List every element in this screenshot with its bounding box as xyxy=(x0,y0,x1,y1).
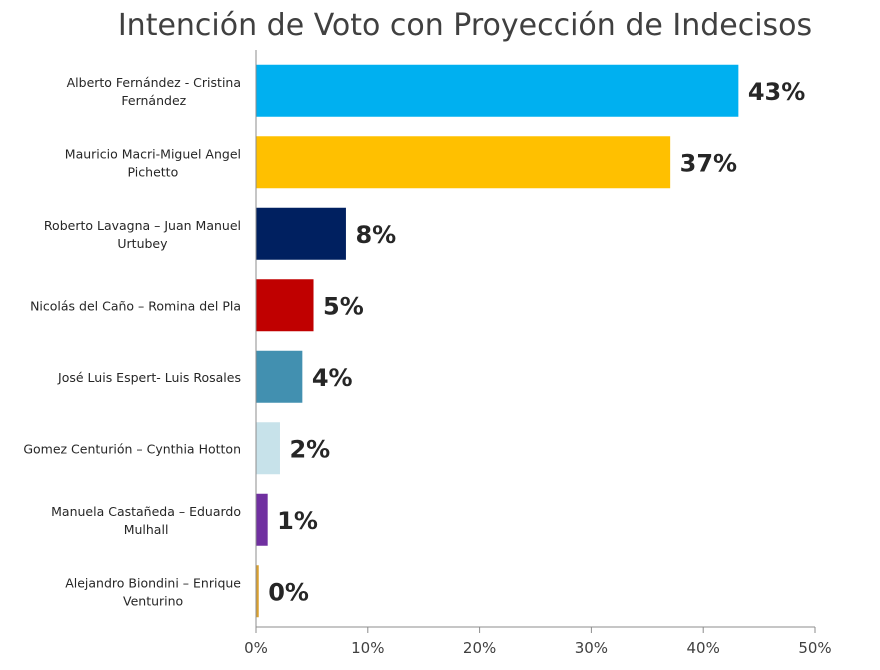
category-label: Urtubey xyxy=(117,236,168,251)
category-label: Fernández xyxy=(121,93,186,108)
bar xyxy=(256,207,346,260)
x-tick-label: 10% xyxy=(351,639,384,657)
x-tick-label: 20% xyxy=(463,639,496,657)
data-label: 8% xyxy=(355,221,396,249)
data-label: 1% xyxy=(277,507,318,535)
x-tick-label: 0% xyxy=(244,639,268,657)
chart-title: Intención de Voto con Proyección de Inde… xyxy=(117,8,813,43)
x-tick-label: 30% xyxy=(575,639,608,657)
category-label: Alejandro Biondini – Enrique xyxy=(65,575,241,590)
category-label: Nicolás del Caño – Romina del Pla xyxy=(30,298,241,313)
bar xyxy=(256,64,739,117)
bar xyxy=(256,565,259,618)
bar xyxy=(256,422,280,475)
category-label: Mulhall xyxy=(124,522,169,537)
data-label: 4% xyxy=(312,364,353,392)
data-label: 5% xyxy=(323,292,364,320)
bar xyxy=(256,493,268,546)
category-label: Alberto Fernández - Cristina xyxy=(67,75,241,90)
bar xyxy=(256,350,303,403)
category-label: Manuela Castañeda – Eduardo xyxy=(51,504,241,519)
x-tick-label: 50% xyxy=(798,639,831,657)
x-tick-label: 40% xyxy=(687,639,720,657)
category-label: Mauricio Macri-Miguel Angel xyxy=(65,146,241,161)
category-label: Pichetto xyxy=(128,164,179,179)
category-label: José Luis Espert- Luis Rosales xyxy=(57,370,241,385)
data-label: 2% xyxy=(289,435,330,463)
bar xyxy=(256,279,314,332)
data-label: 43% xyxy=(748,78,805,106)
category-label: Roberto Lavagna – Juan Manuel xyxy=(44,218,241,233)
data-label: 0% xyxy=(268,578,309,606)
category-label: Gomez Centurión – Cynthia Hotton xyxy=(23,441,241,456)
category-label: Venturino xyxy=(123,593,183,608)
bar xyxy=(256,136,671,189)
data-label: 37% xyxy=(680,149,737,177)
